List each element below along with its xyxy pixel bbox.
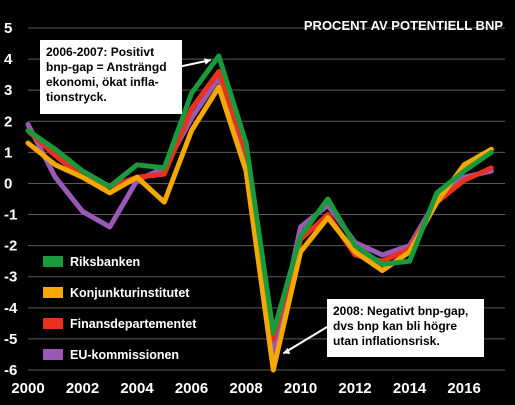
y-tick-label: 1: [4, 144, 12, 161]
x-tick-label: 2012: [338, 380, 371, 397]
annotation-text-line: utan inflationsrisk.: [333, 334, 440, 348]
legend-swatch: [43, 256, 63, 267]
series-lines: [25, 53, 494, 373]
annotation-box: [40, 40, 182, 114]
annotation-callout: 2008: Negativt bnp-gap,dvs bnp kan bli h…: [282, 299, 484, 357]
annotation-text-line: 2008: Negativt bnp-gap,: [333, 304, 468, 318]
annotation-box: [327, 299, 484, 357]
y-tick-label: -4: [4, 300, 18, 317]
series-line-riksbanken: [25, 53, 494, 336]
y-tick-label: 2: [4, 113, 12, 130]
legend-swatch: [43, 318, 63, 329]
x-tick-label: 2000: [11, 380, 44, 397]
x-tick-label: 2008: [229, 380, 262, 397]
legend-label: EU-kommissionen: [70, 348, 179, 362]
y-tick-label: -5: [4, 331, 17, 348]
y-tick-label: 4: [4, 51, 13, 68]
x-tick-label: 2006: [175, 380, 208, 397]
chart-title: PROCENT AV POTENTIELL BNP: [304, 18, 503, 33]
y-tick-label: 3: [4, 82, 12, 99]
annotation-text-line: ekonomi, ökat infla-: [46, 75, 159, 89]
legend-label: Riksbanken: [70, 255, 140, 269]
x-tick-label: 2010: [284, 380, 317, 397]
y-tick-label: 0: [4, 175, 12, 192]
y-tick-label: -1: [4, 207, 17, 224]
y-tick-label: -2: [4, 238, 17, 255]
y-tick-label: 5: [4, 20, 12, 37]
annotation-arrowhead: [283, 347, 291, 354]
title-area: PROCENT AV POTENTIELL BNP: [304, 18, 503, 33]
x-tick-label: 2016: [447, 380, 480, 397]
annotation-text-line: 2006-2007: Positivt: [46, 45, 154, 59]
annotation-text-line: tionstryck.: [46, 90, 107, 104]
y-tick-label: -6: [4, 362, 17, 379]
legend: Riksbanken Konjunkturinstitutet Finansdepa…: [43, 255, 197, 362]
x-tick-label: 2014: [393, 380, 427, 397]
annotation-arrow: [282, 326, 328, 355]
x-tick-label: 2004: [120, 380, 154, 397]
x-tick-label: 2002: [66, 380, 99, 397]
legend-swatch: [43, 287, 63, 298]
legend-swatch: [43, 349, 63, 360]
y-tick-label: -3: [4, 269, 17, 286]
legend-label: Konjunkturinstitutet: [70, 286, 190, 300]
annotation-text-line: bnp-gap = Ansträngd: [46, 60, 167, 74]
legend-label: Finansdepartementet: [70, 317, 197, 331]
annotation-text-line: dvs bnp kan bli högre: [333, 319, 457, 333]
annotation-arrowhead: [204, 58, 211, 65]
